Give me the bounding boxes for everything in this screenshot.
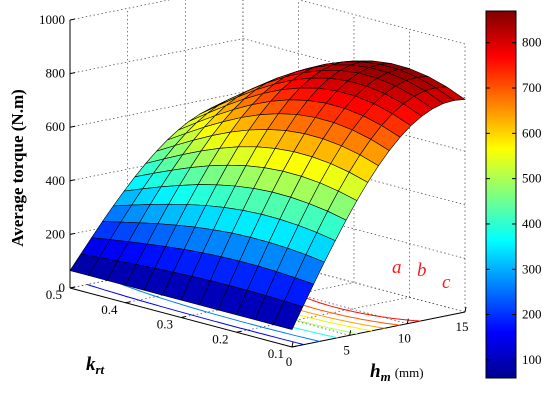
axis-ticks: 0 200 400 600 800 1000 0 5 10 15 0.5 0.4 0.3 0.2 0.1 [39, 12, 469, 369]
grid-line [69, 91, 244, 128]
depth-axis-label: krt [86, 354, 105, 377]
x-axis-line [291, 311, 466, 348]
surface-mesh [69, 60, 466, 330]
x-tick-label: 0 [286, 354, 293, 369]
depth-axis-subscript: rt [96, 362, 105, 377]
depth-axis-symbol: k [86, 354, 96, 375]
contour-label-a: a [392, 257, 402, 278]
grid-line [69, 0, 171, 21]
x-tick-mark [349, 330, 352, 336]
x-tick-label: 10 [398, 331, 411, 346]
depth-tick-label: 0.2 [212, 331, 228, 346]
depth-tick-label: 0.4 [101, 302, 118, 317]
x-tick-label: 5 [343, 342, 350, 357]
x-tick-label: 15 [456, 319, 469, 334]
z-tick-label: 0 [59, 280, 66, 295]
z-tick-mark [69, 72, 76, 75]
depth-tick-mark [236, 330, 242, 333]
x-tick-mark [291, 341, 294, 348]
depth-tick-mark [125, 301, 131, 304]
colorbar-ticks: 100 200 300 400 500 600 700 800 [486, 35, 542, 367]
depth-tick-mark [69, 286, 76, 289]
depth-tick-label: 0.5 [46, 287, 62, 302]
z-tick-mark [69, 179, 76, 182]
z-tick-label: 600 [46, 119, 66, 134]
colorbar-tick-label: 500 [522, 171, 542, 186]
depth-tick-label: 0.1 [268, 346, 284, 361]
grid-line [236, 296, 410, 333]
contour-line [87, 284, 305, 346]
x-axis-unit: (mm) [395, 365, 424, 380]
z-tick-label: 200 [46, 226, 66, 241]
x-tick-mark [464, 306, 467, 313]
grid-line [69, 38, 244, 74]
z-tick-label: 1000 [39, 12, 65, 27]
colorbar-tick-label: 300 [522, 261, 542, 276]
contour-line [110, 279, 320, 342]
surface-patch [273, 300, 304, 330]
colorbar-tick-label: 100 [522, 352, 542, 367]
depth-tick-mark [291, 345, 298, 348]
colorbar-tick-label: 700 [522, 80, 542, 95]
colorbar-tick-label: 800 [522, 35, 542, 50]
z-tick-mark [69, 125, 76, 128]
z-tick-label: 400 [46, 173, 66, 188]
contour-label-c: c [442, 272, 451, 293]
depth-tick-label: 0.3 [157, 317, 173, 332]
colorbar-tick-label: 200 [522, 307, 542, 322]
x-axis-label: hm (mm) [370, 361, 424, 384]
colorbar-tick-label: 600 [522, 125, 542, 140]
depth-tick-mark [180, 316, 187, 318]
z-tick-mark [69, 18, 76, 21]
x-axis-subscript: m [381, 369, 391, 384]
z-tick-mark [69, 232, 76, 235]
x-tick-mark [406, 318, 409, 324]
contour-label-b: b [417, 260, 427, 281]
x-axis-symbol: h [370, 361, 381, 382]
z-tick-label: 800 [46, 66, 66, 81]
colorbar-tick-label: 400 [522, 216, 542, 231]
z-axis-label: Average torque (N.m) [8, 89, 27, 247]
colorbar [485, 10, 517, 379]
